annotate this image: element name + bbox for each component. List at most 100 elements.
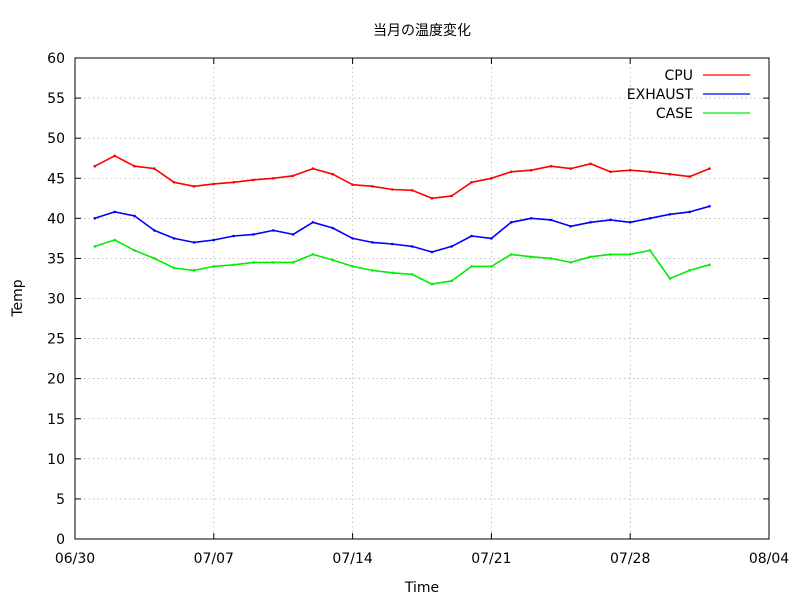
data-point bbox=[569, 225, 572, 228]
data-point bbox=[609, 218, 612, 222]
data-point bbox=[450, 245, 454, 248]
data-point bbox=[371, 269, 374, 272]
data-point bbox=[331, 226, 335, 230]
data-point bbox=[529, 168, 533, 172]
legend-item: CASE bbox=[656, 106, 750, 122]
data-point bbox=[410, 245, 414, 248]
data-point bbox=[371, 185, 374, 188]
data-point bbox=[311, 253, 315, 256]
data-point bbox=[688, 269, 691, 272]
data-point bbox=[351, 183, 354, 186]
data-point bbox=[391, 188, 394, 191]
y-axis-title: Temp bbox=[10, 279, 26, 317]
y-tick-label: 30 bbox=[47, 292, 65, 308]
series-cpu bbox=[93, 154, 711, 200]
data-point bbox=[133, 249, 136, 252]
data-point bbox=[272, 229, 275, 232]
data-point bbox=[668, 172, 672, 176]
data-point bbox=[430, 282, 434, 286]
data-point bbox=[648, 170, 652, 174]
series-case bbox=[93, 238, 711, 286]
y-tick-label: 10 bbox=[47, 452, 65, 468]
y-tick-label: 55 bbox=[47, 91, 65, 107]
data-point bbox=[430, 250, 434, 254]
data-point bbox=[668, 277, 672, 280]
y-tick-label: 20 bbox=[47, 372, 65, 388]
data-point bbox=[549, 164, 553, 168]
data-point bbox=[410, 189, 414, 192]
data-point bbox=[272, 261, 275, 264]
data-point bbox=[410, 273, 414, 276]
data-point bbox=[490, 177, 493, 180]
data-point bbox=[153, 167, 156, 170]
series-line bbox=[94, 239, 710, 285]
data-point bbox=[232, 263, 235, 267]
chart-title: 当月の温度変化 bbox=[373, 22, 471, 39]
data-point bbox=[391, 271, 394, 275]
data-point bbox=[509, 253, 513, 256]
data-point bbox=[93, 164, 97, 168]
y-tick-label: 5 bbox=[56, 492, 65, 508]
x-tick-label: 07/21 bbox=[471, 551, 511, 567]
x-tick-label: 07/07 bbox=[194, 551, 234, 567]
data-point bbox=[232, 234, 235, 238]
data-point bbox=[252, 233, 255, 236]
data-point bbox=[291, 174, 295, 178]
series-layer bbox=[93, 154, 711, 286]
data-point bbox=[172, 237, 176, 240]
data-point bbox=[252, 261, 255, 264]
data-point bbox=[252, 178, 255, 182]
data-point bbox=[648, 249, 652, 252]
data-point bbox=[93, 245, 97, 248]
data-point bbox=[331, 258, 335, 262]
y-tick-label: 25 bbox=[47, 332, 65, 348]
data-point bbox=[113, 154, 116, 158]
data-point bbox=[430, 197, 434, 200]
data-point bbox=[509, 221, 513, 224]
x-axis: 06/30 07/07 07/14 07/21 07/28 08/04 bbox=[55, 58, 789, 567]
y-tick-label: 15 bbox=[47, 412, 65, 428]
data-point bbox=[589, 221, 592, 224]
x-tick-label: 07/14 bbox=[332, 551, 372, 567]
series-line bbox=[94, 155, 710, 200]
data-point bbox=[708, 205, 711, 208]
legend-label: EXHAUST bbox=[627, 87, 694, 103]
data-point bbox=[391, 242, 394, 246]
x-axis-title: Time bbox=[404, 580, 439, 596]
data-point bbox=[668, 213, 672, 216]
data-point bbox=[628, 253, 632, 256]
legend-item: CPU bbox=[665, 68, 750, 84]
data-point bbox=[212, 265, 216, 268]
data-point bbox=[192, 185, 196, 188]
data-point bbox=[450, 194, 454, 198]
data-point bbox=[549, 218, 553, 222]
y-tick-label: 60 bbox=[47, 51, 65, 67]
data-point bbox=[113, 210, 116, 214]
data-point bbox=[351, 265, 354, 268]
data-point bbox=[470, 265, 473, 268]
data-point bbox=[708, 263, 711, 267]
data-point bbox=[272, 177, 275, 180]
data-point bbox=[529, 255, 533, 259]
data-point bbox=[490, 265, 493, 268]
data-point bbox=[311, 167, 315, 170]
y-tick-label: 50 bbox=[47, 131, 65, 147]
data-point bbox=[212, 238, 216, 242]
data-point bbox=[609, 253, 612, 256]
x-tick-label: 06/30 bbox=[55, 551, 95, 567]
series-exhaust bbox=[93, 205, 711, 254]
x-tick-label: 07/28 bbox=[610, 551, 650, 567]
x-tick-label: 08/04 bbox=[749, 551, 789, 567]
data-point bbox=[628, 168, 632, 172]
legend: CPU EXHAUST CASE bbox=[627, 68, 750, 122]
grid bbox=[75, 58, 769, 539]
data-point bbox=[331, 172, 335, 176]
data-point bbox=[351, 237, 354, 240]
data-point bbox=[212, 182, 216, 186]
legend-label: CPU bbox=[665, 68, 693, 84]
data-point bbox=[232, 181, 235, 184]
y-tick-label: 35 bbox=[47, 251, 65, 267]
data-point bbox=[708, 167, 711, 170]
data-point bbox=[113, 238, 116, 242]
legend-label: CASE bbox=[656, 106, 693, 122]
